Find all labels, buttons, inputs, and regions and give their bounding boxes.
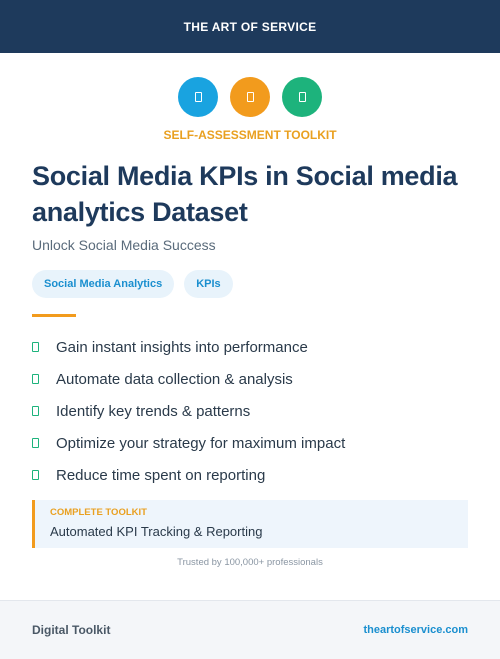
tag-kpis[interactable]: KPIs [184,270,233,298]
footer: Digital Toolkit theartofservice.com [0,600,500,659]
trusted-note: Trusted by 100,000+ professionals [177,557,323,568]
page-title: Social Media KPIs in Social media analyt… [32,161,458,227]
feature-text: Automate data collection & analysis [56,370,293,388]
feature-text: Optimize your strategy for maximum impac… [56,434,346,452]
feature-list: Gain instant insights into performance A… [32,331,472,491]
document-icon-orange [230,77,270,117]
icon-row [0,77,500,117]
document-icon-green [282,77,322,117]
callout-text: Automated KPI Tracking & Reporting [50,524,263,539]
feature-text: Identify key trends & patterns [56,402,251,420]
footer-label: Digital Toolkit [32,623,111,637]
feature-text: Gain instant insights into performance [56,338,308,356]
document-icon [194,92,202,102]
tag-social-media-analytics[interactable]: Social Media Analytics [32,270,175,298]
top-bar: THE ART OF SERVICE [0,0,500,53]
eyebrow-label: SELF-ASSESSMENT TOOLKIT [163,128,337,142]
document-icon [298,92,306,102]
feature-text: Reduce time spent on reporting [56,466,266,484]
subtitle: Unlock Social Media Success [32,237,216,253]
feature-item: Automate data collection & analysis [32,363,472,395]
feature-item: Identify key trends & patterns [32,395,472,427]
tag-list: Social Media Analytics KPIs [32,270,233,298]
toolkit-callout: COMPLETE TOOLKIT Automated KPI Tracking … [32,500,468,548]
check-icon [32,374,39,384]
check-icon [32,470,39,480]
document-icon-blue [178,77,218,117]
feature-item: Optimize your strategy for maximum impac… [32,427,472,459]
check-icon [32,342,39,352]
check-icon [32,438,39,448]
feature-item: Reduce time spent on reporting [32,459,472,491]
feature-item: Gain instant insights into performance [32,331,472,363]
document-icon [246,92,254,102]
callout-label: COMPLETE TOOLKIT [50,507,147,518]
check-icon [32,406,39,416]
accent-divider [32,314,76,317]
website-link[interactable]: theartofservice.com [363,624,468,636]
brand-name: THE ART OF SERVICE [183,19,317,34]
